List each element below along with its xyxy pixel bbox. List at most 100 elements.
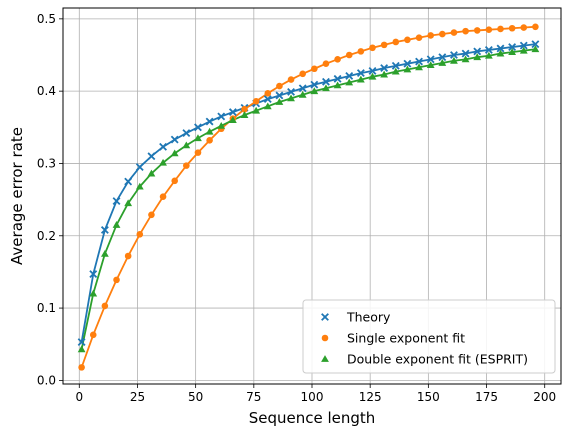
legend: Theory Single exponent fit Double exponent… [302,299,556,374]
single-exp-point [380,41,388,49]
single-exp-point [171,177,179,185]
double-exp-point [182,141,191,149]
theory-point [356,69,365,78]
theory-point [147,152,156,161]
single-exp-point [345,51,353,59]
single-exp-point [450,29,458,36]
x-tick-label: 0 [75,390,83,404]
double-exp-point [322,84,330,92]
y-tick-label: 0.0 [37,373,56,387]
axis-ticks: 0 25 50 75 100 125 150 175 200 0.0 0.1 0.2 0.3 0.4 0.5 [37,12,556,404]
theory-point [380,64,389,72]
theory-point [194,123,202,132]
data-points [77,23,540,371]
single-exp-point [252,97,260,105]
theory-point [205,117,214,126]
double-exp-point [531,45,540,53]
double-exp-point [391,67,400,75]
double-exp-point [333,81,342,89]
x-tick-label: 100 [301,390,324,404]
single-exp-point [369,44,376,52]
double-exp-point [461,55,470,63]
double-exp-point [519,46,528,54]
theory-point [519,41,528,50]
theory-point [135,163,144,172]
theory-point [182,129,191,138]
theory-point [170,135,179,144]
fit-line [80,25,536,368]
single-exp-point [427,32,434,39]
double-exp-point [415,63,423,71]
double-exp-point [89,289,98,297]
legend-item: Single exponent fit [321,331,465,346]
double-exp-point [450,56,458,64]
theory-point [77,338,86,346]
double-exp-point [112,221,121,228]
single-exp-point [322,60,330,67]
y-tick-label: 0.1 [37,301,56,315]
fit-line [80,48,536,350]
theory-point [496,44,505,53]
single-exp-point [287,76,295,83]
y-tick-label: 0.2 [37,229,56,243]
single-exp-point [194,149,202,156]
theory-point [100,226,109,234]
single-exp-point [404,36,411,44]
single-exp-point [299,70,306,78]
legend-label: Theory [346,310,391,325]
theory-point [508,43,517,51]
legend-box [302,299,556,374]
single-exp-point [124,252,132,260]
double-exp-point [100,249,109,257]
theory-point [310,80,319,89]
theory-point [333,74,342,83]
double-exp-point [217,121,226,129]
single-exp-point [89,331,97,339]
double-exp-point [368,72,377,80]
x-tick-label: 175 [475,390,498,404]
theory-point [426,55,435,64]
double-exp-point [426,61,435,69]
theory-point [228,108,237,117]
double-exp-point [194,134,202,142]
theory-point [112,197,121,205]
single-exp-point [462,27,469,35]
single-exp-point [520,24,528,31]
double-exp-point [124,199,133,207]
x-tick-label: 150 [417,390,440,404]
double-exp-point [321,355,329,362]
theory-point [263,95,272,104]
x-tick-label: 25 [130,390,145,404]
theory-point [484,46,493,54]
double-exp-point [205,127,214,135]
single-exp-point [497,25,504,33]
single-exp-point [334,56,341,63]
single-exp-point [148,211,155,219]
theory-point [217,112,226,121]
double-exp-point [263,102,272,110]
y-tick-label: 0.3 [37,156,56,170]
theory-point [345,72,354,80]
single-exp-point [183,162,190,169]
x-tick-label: 75 [246,390,261,404]
double-exp-point [287,94,295,102]
theory-point [438,53,447,62]
single-exp-point [136,231,144,238]
legend-label: Single exponent fit [347,331,465,346]
double-exp-point [135,182,144,190]
single-exp-point [264,90,272,97]
theory-point [89,270,98,279]
theory-point [159,142,168,151]
double-exp-point [252,106,261,114]
double-exp-point [380,70,389,78]
double-exp-point [438,59,447,66]
double-exp-point [240,111,249,118]
double-exp-point [310,87,319,95]
double-exp-point [345,78,354,86]
theory-point [391,61,400,70]
single-exp-point [532,23,539,31]
double-exp-point [508,48,517,56]
legend-label: Double exponent fit (ESPRIT) [347,352,528,367]
theory-point [450,51,458,59]
